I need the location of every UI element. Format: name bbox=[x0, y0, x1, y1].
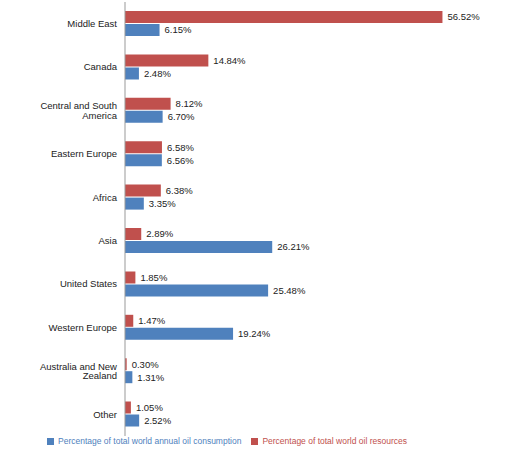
svg-text:Australia and NewZealand: Australia and NewZealand bbox=[40, 361, 117, 382]
svg-text:3.35%: 3.35% bbox=[149, 198, 176, 209]
svg-text:19.24%: 19.24% bbox=[238, 328, 271, 339]
svg-text:2.89%: 2.89% bbox=[146, 228, 173, 239]
svg-text:6.15%: 6.15% bbox=[165, 24, 192, 35]
svg-text:25.48%: 25.48% bbox=[273, 285, 306, 296]
svg-text:6.56%: 6.56% bbox=[167, 155, 194, 166]
svg-text:Africa: Africa bbox=[93, 192, 118, 203]
svg-text:2.48%: 2.48% bbox=[144, 68, 171, 79]
svg-text:Central and SouthAmerica: Central and SouthAmerica bbox=[40, 100, 117, 121]
svg-text:Western Europe: Western Europe bbox=[49, 322, 117, 333]
html-text:Percentage of total world oil: Percentage of total world oil resources bbox=[262, 436, 407, 446]
svg-text:14.84%: 14.84% bbox=[213, 55, 246, 66]
svg-text:8.12%: 8.12% bbox=[176, 98, 203, 109]
svg-text:56.52%: 56.52% bbox=[447, 11, 480, 22]
svg-text:1.47%: 1.47% bbox=[138, 315, 165, 326]
html-text:Percentage of total world annu: Percentage of total world annual oil con… bbox=[58, 436, 242, 446]
svg-text:26.21%: 26.21% bbox=[277, 241, 310, 252]
svg-text:1.05%: 1.05% bbox=[136, 402, 163, 413]
svg-text:Middle East: Middle East bbox=[67, 18, 117, 29]
svg-text:2.52%: 2.52% bbox=[144, 415, 171, 426]
svg-text:United States: United States bbox=[60, 278, 117, 289]
svg-text:0.30%: 0.30% bbox=[132, 359, 159, 370]
svg-text:Eastern Europe: Eastern Europe bbox=[51, 148, 117, 159]
svg-text:6.38%: 6.38% bbox=[166, 185, 193, 196]
svg-text:1.85%: 1.85% bbox=[140, 272, 167, 283]
svg-text:Canada: Canada bbox=[84, 61, 118, 72]
svg-text:6.70%: 6.70% bbox=[168, 111, 195, 122]
svg-text:Asia: Asia bbox=[99, 235, 118, 246]
svg-text:1.31%: 1.31% bbox=[137, 372, 164, 383]
svg-text:6.58%: 6.58% bbox=[167, 142, 194, 153]
svg-text:Other: Other bbox=[93, 409, 117, 420]
